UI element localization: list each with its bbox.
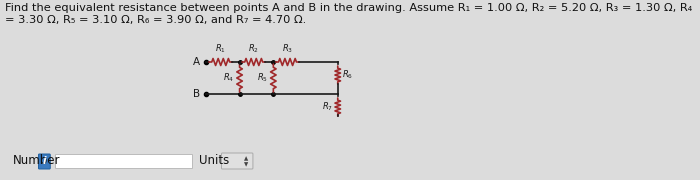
- Text: B: B: [193, 89, 200, 99]
- Text: $R_7$: $R_7$: [322, 101, 333, 113]
- Text: $R_5$: $R_5$: [257, 72, 268, 84]
- Text: Number: Number: [13, 154, 60, 168]
- Text: $R_3$: $R_3$: [282, 42, 293, 55]
- FancyBboxPatch shape: [221, 153, 253, 169]
- Text: $R_1$: $R_1$: [215, 42, 226, 55]
- Text: = 3.30 Ω, R₅ = 3.10 Ω, R₆ = 3.90 Ω, and R₇ = 4.70 Ω.: = 3.30 Ω, R₅ = 3.10 Ω, R₆ = 3.90 Ω, and …: [6, 15, 307, 25]
- FancyBboxPatch shape: [38, 154, 50, 169]
- Text: $R_6$: $R_6$: [342, 69, 354, 81]
- Text: ▼: ▼: [244, 163, 248, 168]
- Text: Units: Units: [199, 154, 229, 168]
- Text: ▲: ▲: [244, 156, 248, 161]
- FancyBboxPatch shape: [55, 154, 192, 168]
- Text: i: i: [43, 156, 46, 166]
- Text: A: A: [193, 57, 200, 67]
- Text: $R_2$: $R_2$: [248, 42, 259, 55]
- Text: $R_4$: $R_4$: [223, 72, 234, 84]
- Text: Find the equivalent resistance between points A and B in the drawing. Assume R₁ : Find the equivalent resistance between p…: [6, 3, 693, 13]
